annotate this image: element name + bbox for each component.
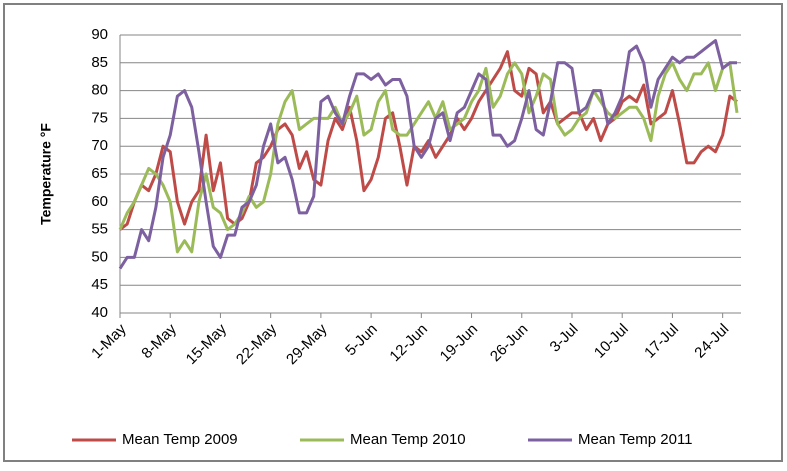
legend-label: Mean Temp 2010 bbox=[350, 431, 466, 448]
y-tick-label: 40 bbox=[91, 304, 108, 321]
y-tick-label: 75 bbox=[91, 109, 108, 126]
y-tick-label: 45 bbox=[91, 276, 108, 293]
y-tick-label: 60 bbox=[91, 193, 108, 210]
legend-label: Mean Temp 2011 bbox=[578, 431, 693, 448]
legend-label: Mean Temp 2009 bbox=[122, 431, 238, 448]
y-tick-label: 80 bbox=[91, 82, 108, 99]
series-line bbox=[118, 61, 739, 254]
y-tick-label: 70 bbox=[91, 137, 108, 154]
y-axis-label: Temperature °F bbox=[38, 123, 54, 225]
series-line bbox=[118, 39, 737, 270]
y-tick-label: 55 bbox=[91, 221, 108, 238]
y-tick-label: 85 bbox=[91, 54, 108, 71]
y-tick-label: 90 bbox=[91, 26, 108, 43]
y-tick-label: 65 bbox=[91, 165, 108, 182]
y-tick-label: 50 bbox=[91, 248, 108, 265]
